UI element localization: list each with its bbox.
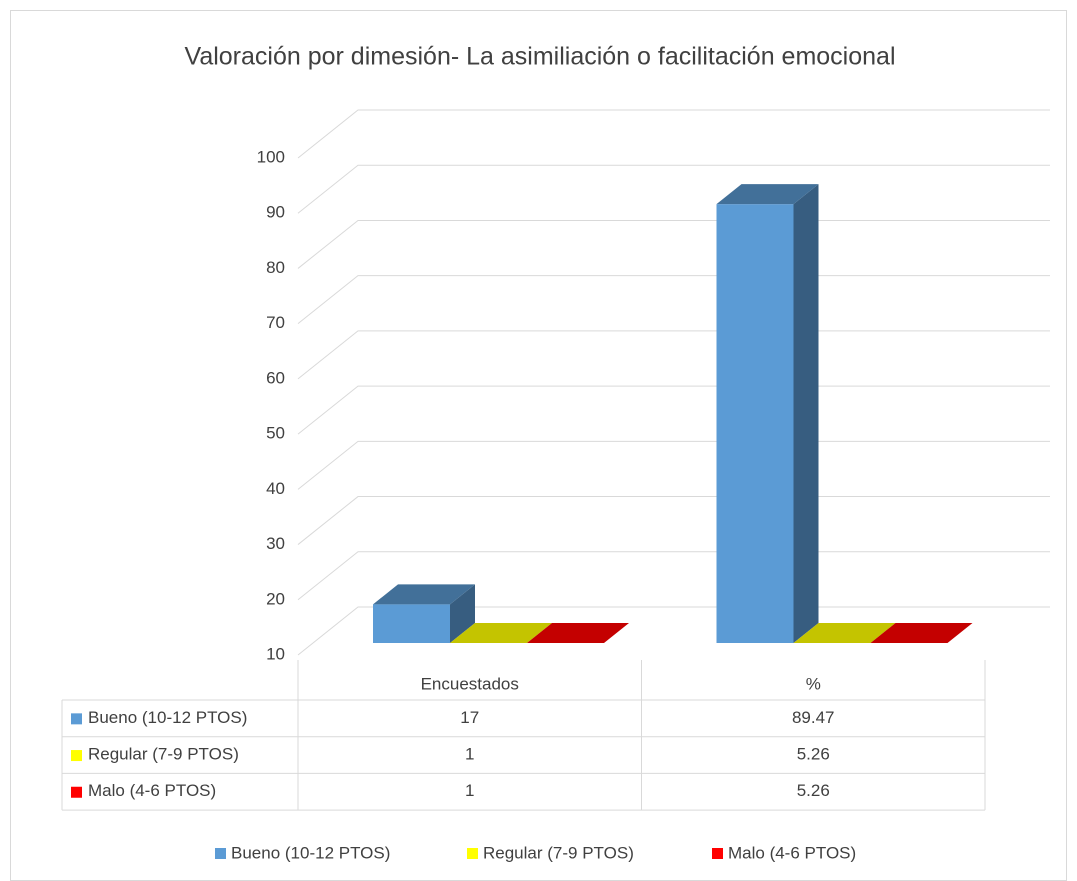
- table-row-label: Malo (4-6 PTOS): [88, 781, 216, 800]
- y-tick-label: 100: [257, 147, 285, 166]
- chart-border: [10, 10, 1067, 881]
- bar-front: [373, 604, 450, 643]
- legend-key: [712, 848, 723, 859]
- bar-top: [450, 623, 552, 643]
- table-header: Encuestados: [421, 674, 519, 693]
- y-tick-label: 80: [266, 258, 285, 277]
- table-header: %: [806, 674, 821, 693]
- grid-line: [297, 109, 1050, 159]
- grid-line: [297, 496, 1050, 545]
- y-tick-label: 60: [266, 368, 285, 387]
- bar-side: [450, 584, 475, 643]
- grid-line: [297, 330, 1050, 380]
- table-legend-key: [71, 786, 82, 798]
- table-cell: 5.26: [797, 745, 830, 764]
- legend-label: Malo (4-6 PTOS): [728, 843, 856, 862]
- bar-top: [870, 623, 973, 643]
- bar-top: [373, 584, 475, 605]
- legend-label: Regular (7-9 PTOS): [483, 843, 634, 862]
- table-cell: 89.47: [792, 708, 835, 727]
- bar-top: [716, 184, 819, 205]
- bar-side: [793, 184, 819, 644]
- table-legend-key: [71, 713, 82, 725]
- y-tick-label: 10: [266, 644, 285, 663]
- y-tick-label: 20: [266, 589, 285, 608]
- y-tick-label: 30: [266, 534, 285, 553]
- table-row-label: Regular (7-9 PTOS): [88, 745, 239, 764]
- y-tick-label: 90: [266, 203, 285, 222]
- table-legend-key: [71, 750, 82, 762]
- table-row-label: Bueno (10-12 PTOS): [88, 708, 247, 727]
- grid-line: [297, 219, 1050, 269]
- grid-line: [297, 606, 1050, 656]
- grid-line: [297, 275, 1050, 325]
- legend-key: [215, 848, 226, 859]
- legend-key: [467, 848, 478, 859]
- grid-line: [297, 551, 1050, 601]
- grid-line: [297, 164, 1050, 214]
- y-tick-label: 50: [266, 424, 285, 443]
- table-cell: 1: [465, 781, 474, 800]
- table-cell: 17: [460, 708, 479, 727]
- grid-line: [297, 440, 1050, 490]
- table-cell: 1: [465, 745, 474, 764]
- y-tick-label: 40: [266, 479, 285, 498]
- y-tick-label: 70: [266, 313, 285, 332]
- legend-label: Bueno (10-12 PTOS): [231, 843, 390, 862]
- table-cell: 5.26: [797, 781, 830, 800]
- grid-line: [297, 385, 1050, 435]
- bar-top: [527, 623, 629, 643]
- chart-title: Valoración por dimesión- La asimiliación…: [185, 43, 896, 71]
- bar-top: [793, 623, 896, 643]
- bar-front: [716, 204, 794, 644]
